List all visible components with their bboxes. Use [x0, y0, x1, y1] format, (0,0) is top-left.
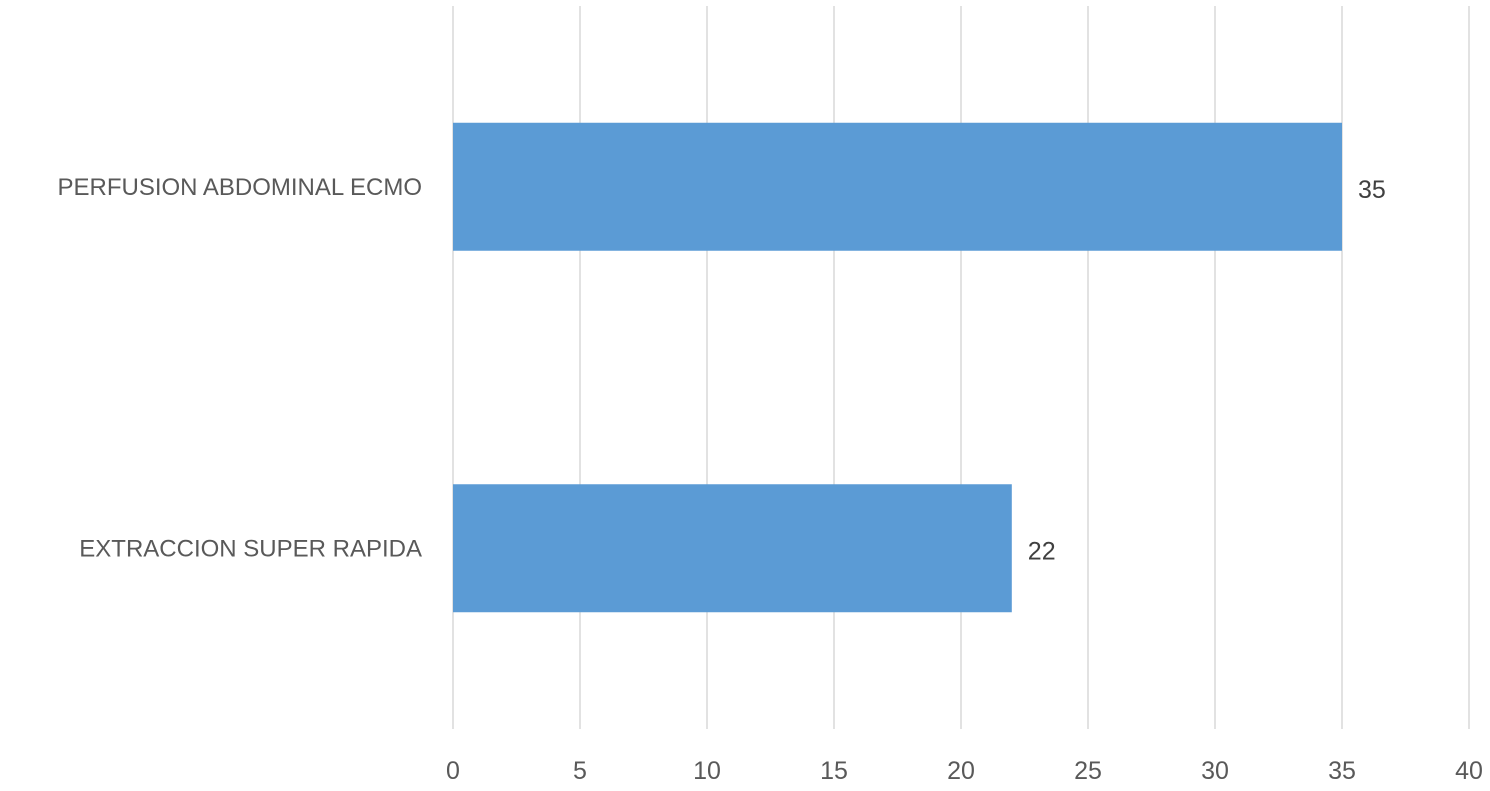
data-label: 22: [1028, 537, 1056, 565]
data-labels: 35 22: [1028, 176, 1386, 566]
x-tick-label: 20: [947, 757, 975, 785]
category-label: EXTRACCION SUPER RAPIDA: [79, 535, 422, 562]
x-tick-label: 25: [1074, 757, 1102, 785]
x-axis-tick-labels: 0 5 10 15 20 25 30 35 40: [446, 757, 1483, 785]
bar: [453, 122, 1342, 251]
bar: [453, 484, 1012, 613]
x-tick-label: 5: [573, 757, 587, 785]
x-tick-label: 40: [1455, 757, 1483, 785]
x-tick-label: 30: [1201, 757, 1229, 785]
category-label: PERFUSION ABDOMINAL ECMO: [58, 174, 423, 201]
x-tick-label: 0: [446, 757, 460, 785]
x-tick-label: 10: [693, 757, 721, 785]
data-label: 35: [1358, 176, 1386, 204]
x-tick-label: 35: [1328, 757, 1356, 785]
category-labels: PERFUSION ABDOMINAL ECMO EXTRACCION SUPER…: [58, 174, 423, 563]
bars: [453, 122, 1342, 613]
grid-lines: [452, 6, 1470, 729]
x-tick-label: 15: [820, 757, 848, 785]
